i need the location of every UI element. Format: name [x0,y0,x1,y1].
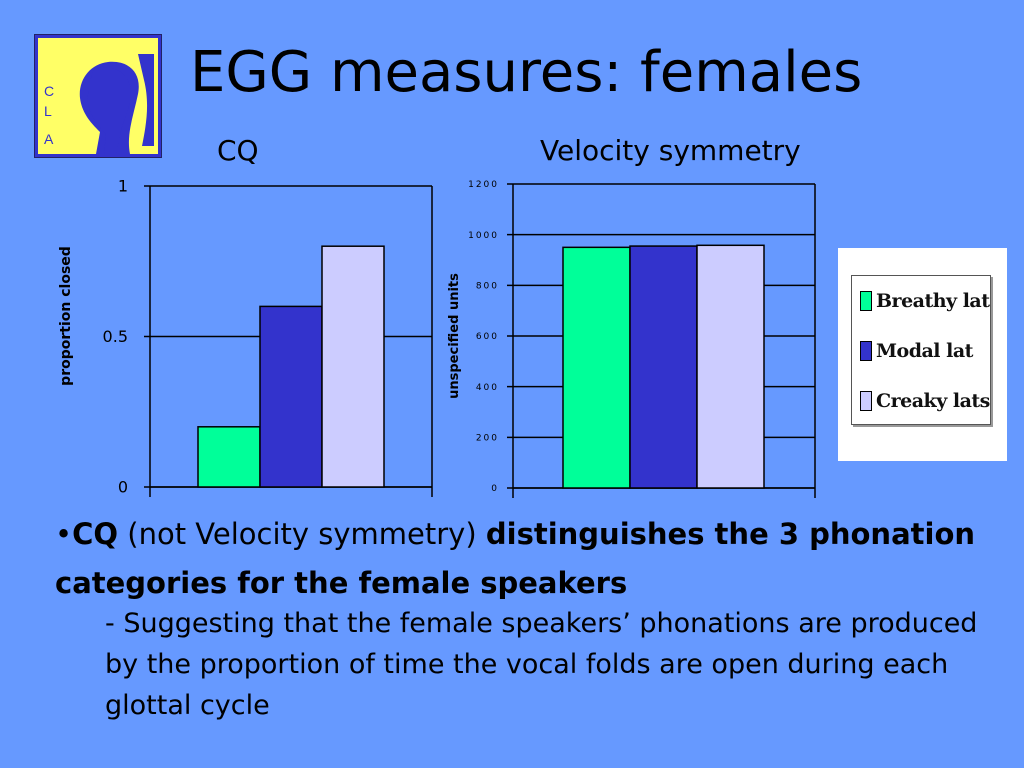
legend-label-creaky: Creaky lats [876,390,990,412]
cq-ytick-label: 0.5 [103,327,128,346]
bullet-mark: • [55,517,73,551]
logo-letter-a: A [44,131,54,147]
velocity-ytick-label: 600 [476,332,499,342]
velocity-ytick-label: 0 [491,484,499,494]
legend-item-creaky: Creaky lats [860,386,990,416]
legend-item-breathy: Breathy lat [860,286,990,316]
legend-swatch-modal [860,341,872,361]
velocity-ytick-label: 800 [476,281,499,291]
chart-legend: Breathy lat Modal lat Creaky lats [838,248,1007,461]
velocity-ytick-label: 200 [476,433,499,443]
legend-label-modal: Modal lat [876,340,973,362]
ucla-logo: U C L A [34,34,162,158]
logo-letter-u: U [44,63,54,79]
velocity-ytick-label: 400 [476,383,499,393]
legend-swatch-creaky [860,391,872,411]
velocity-bar-1 [562,246,631,489]
bullet-paren: (not Velocity symmetry) [118,517,486,551]
bullet-rest: distinguishes the 3 phonation categories… [55,517,976,600]
velocity-bar-3 [696,244,765,489]
velocity-ytick-label: 1200 [468,180,499,190]
velocity-ytick-label: 1000 [468,231,499,241]
cq-ytick-label: 1 [118,177,128,196]
cq-bar-3 [321,245,385,488]
cq-bar-1 [197,426,261,488]
bullet-lead: CQ [72,517,119,551]
charts-canvas: 0 0.5 1 proportion closed 0 200 400 600 800 1000 1… [58,177,816,498]
velocity-chart-title: Velocity symmetry [540,134,801,167]
legend-item-modal: Modal lat [860,336,973,366]
velocity-y-axis-label: unspecified units [447,273,462,399]
legend-frame: Breathy lat Modal lat Creaky lats [851,275,991,425]
legend-label-breathy: Breathy lat [876,290,990,312]
sub-bullet: - Suggesting that the female speakers’ p… [105,608,978,721]
main-bullet: •CQ (not Velocity symmetry) distinguishe… [55,510,1005,608]
cq-chart-title: CQ [217,134,259,167]
logo-letter-l: L [44,103,52,119]
cq-ytick-label: 0 [118,478,128,497]
legend-swatch-breathy [860,291,872,311]
velocity-bar-2 [629,245,698,489]
logo-letter-c: C [44,83,54,99]
slide-title: EGG measures: females [190,40,863,105]
cq-bar-2 [259,305,323,488]
cq-y-axis-label: proportion closed [58,246,74,386]
